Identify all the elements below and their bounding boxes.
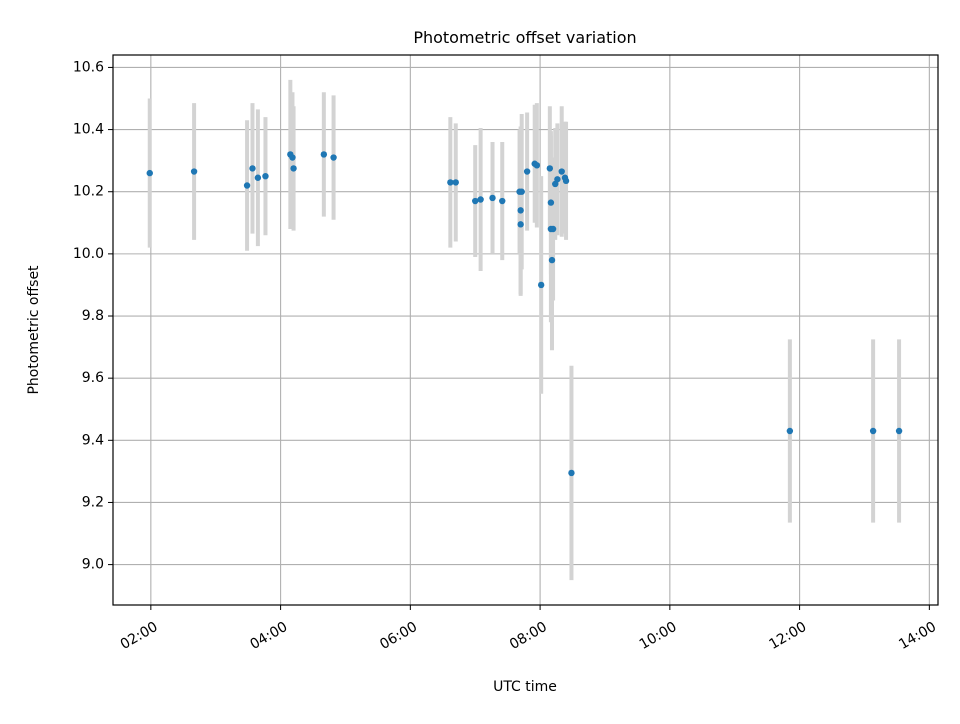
data-point	[190, 168, 198, 175]
data-point	[146, 169, 153, 177]
data-point	[518, 188, 525, 195]
data-point	[330, 154, 337, 161]
y-tick-label: 10.2	[73, 184, 104, 200]
data-point	[249, 165, 256, 172]
data-point	[447, 179, 454, 186]
data-point	[786, 427, 794, 435]
data-point	[546, 165, 554, 172]
data-point	[472, 197, 479, 205]
data-point	[549, 225, 557, 233]
data-point	[562, 177, 570, 185]
data-point	[895, 427, 903, 435]
y-tick-label: 9.6	[82, 370, 104, 386]
data-point	[568, 469, 575, 477]
chart-title: Photometric offset variation	[413, 28, 636, 47]
y-tick-label: 10.6	[73, 59, 104, 75]
data-point	[533, 162, 541, 169]
data-point	[547, 199, 555, 206]
data-point	[499, 197, 506, 205]
data-point	[477, 196, 484, 203]
data-point	[290, 165, 297, 172]
data-point	[489, 194, 496, 202]
data-point	[452, 179, 459, 186]
data-point	[869, 427, 877, 435]
data-point	[548, 256, 556, 264]
y-tick-label: 10.0	[73, 246, 104, 262]
data-point	[289, 154, 296, 161]
y-axis-label: Photometric offset	[26, 265, 42, 395]
data-point	[558, 168, 565, 175]
data-point	[523, 168, 531, 175]
data-point	[517, 207, 524, 214]
x-axis-label: UTC time	[493, 679, 557, 695]
data-points	[146, 151, 903, 477]
y-axis-ticks: 9.0 9.2 9.4 9.6 9.8 10.0 10.2 10.4 10.6	[73, 59, 113, 573]
data-point	[320, 151, 328, 158]
data-point	[254, 174, 262, 181]
data-point	[243, 182, 251, 189]
data-point	[537, 281, 545, 289]
y-tick-label: 9.0	[82, 557, 104, 573]
data-point	[517, 221, 524, 228]
plot-frame	[112, 54, 939, 606]
y-tick-label: 9.4	[82, 432, 104, 448]
data-point	[554, 176, 561, 183]
data-point	[262, 172, 269, 180]
y-tick-label: 9.8	[82, 308, 104, 324]
y-tick-label: 9.2	[82, 494, 104, 510]
y-tick-label: 10.4	[73, 122, 104, 138]
